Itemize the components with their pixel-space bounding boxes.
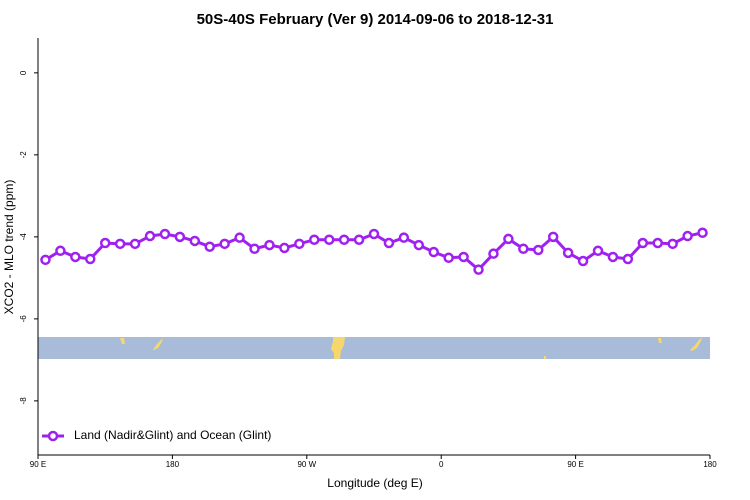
- point: [383, 237, 395, 249]
- point: [368, 228, 380, 240]
- point: [697, 227, 708, 239]
- map-strip: [38, 337, 710, 359]
- point: [667, 238, 678, 250]
- point: [652, 237, 663, 249]
- point: [622, 253, 634, 265]
- point: [144, 230, 156, 242]
- x-tick-label: 90 E: [30, 460, 46, 469]
- point: [682, 230, 693, 242]
- point: [398, 232, 410, 243]
- point: [518, 243, 529, 255]
- point: [40, 254, 51, 266]
- x-tick-label: 180: [166, 460, 180, 469]
- point: [413, 239, 425, 251]
- point: [234, 232, 245, 243]
- point: [99, 237, 111, 249]
- point: [503, 233, 514, 245]
- point: [159, 228, 171, 240]
- point: [323, 234, 335, 245]
- y-tick-label: 0: [19, 70, 28, 75]
- point: [70, 251, 81, 263]
- y-tick-label: -6: [19, 315, 28, 323]
- point: [309, 234, 320, 245]
- point: [204, 241, 215, 252]
- y-tick-label: -4: [19, 233, 28, 241]
- point: [443, 252, 454, 264]
- point: [533, 244, 544, 256]
- point: [249, 243, 260, 255]
- point: [85, 253, 96, 265]
- y-tick-label: -2: [19, 151, 28, 159]
- x-tick-label: 90 W: [297, 460, 316, 469]
- point: [607, 251, 619, 263]
- legend-label: Land (Nadir&Glint) and Ocean (Glint): [74, 428, 271, 442]
- x-tick-label: 90 E: [567, 460, 583, 469]
- point: [547, 231, 559, 243]
- point: [353, 234, 365, 245]
- point: [294, 238, 305, 250]
- point: [114, 238, 126, 250]
- point: [428, 246, 439, 258]
- point: [189, 235, 201, 247]
- y-tick-label: -8: [19, 397, 28, 405]
- point: [488, 248, 499, 259]
- point: [219, 238, 230, 250]
- point: [577, 255, 589, 267]
- point: [562, 247, 574, 259]
- x-axis-label: Longitude (deg E): [327, 476, 422, 490]
- x-tick-label: 180: [703, 460, 717, 469]
- point: [458, 251, 469, 263]
- x-tick-label: 0: [439, 460, 444, 469]
- chart-title: 50S-40S February (Ver 9) 2014-09-06 to 2…: [197, 11, 554, 28]
- point: [129, 238, 141, 250]
- point: [338, 234, 350, 245]
- y-axis-label: XCO2 - MLO trend (ppm): [2, 180, 16, 315]
- legend-marker: [47, 430, 59, 442]
- point: [637, 237, 649, 249]
- point: [174, 231, 186, 243]
- point: [592, 245, 604, 257]
- point: [473, 264, 484, 275]
- point: [264, 239, 275, 251]
- point: [55, 245, 66, 257]
- point: [279, 242, 290, 254]
